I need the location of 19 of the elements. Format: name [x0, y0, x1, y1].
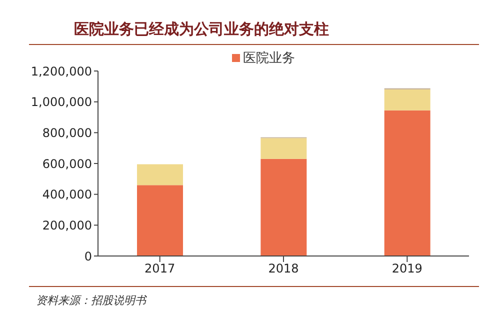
y-tick-label: 600,000: [42, 156, 92, 171]
text: 资料来源：招股说明书: [35, 293, 148, 308]
bar: [260, 158, 307, 256]
y-tick-label: 1,000,000: [30, 95, 92, 110]
y-tick-label: 200,000: [42, 218, 92, 232]
x-tick-label: 2018: [268, 262, 299, 276]
y-tick-label: 800,000: [42, 126, 92, 140]
x-tick-label: 2019: [392, 262, 422, 276]
chart-title: 医院业务已经成为公司业务的绝对支柱: [73, 19, 330, 40]
bar: [137, 185, 183, 256]
y-tick-label: 0: [84, 249, 92, 264]
bar: [384, 110, 430, 256]
bar: [137, 164, 183, 186]
bar: [260, 138, 307, 159]
legend-label: 医院业务: [242, 50, 295, 67]
x-tick-label: 2017: [144, 262, 176, 276]
y-tick-label: 1,200,000: [30, 64, 92, 78]
y-tick-label: 400,000: [42, 188, 92, 202]
bar: [384, 90, 430, 110]
